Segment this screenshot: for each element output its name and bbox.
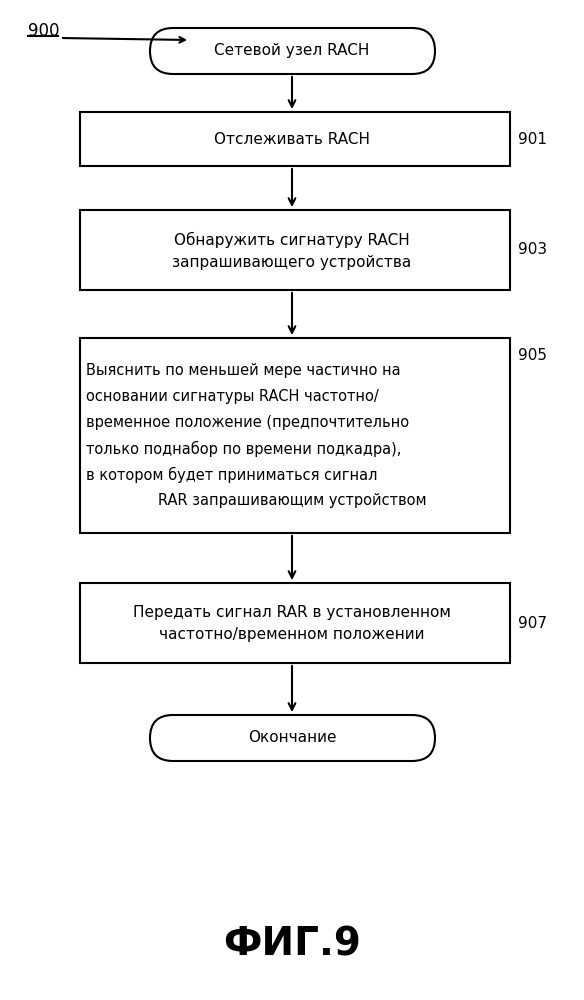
Text: ФИГ.9: ФИГ.9 (223, 926, 361, 964)
FancyBboxPatch shape (80, 210, 510, 290)
Text: Окончание: Окончание (248, 730, 336, 746)
Text: 905: 905 (518, 349, 547, 363)
Text: Обнаружить сигнатуру RACH: Обнаружить сигнатуру RACH (174, 232, 410, 248)
Text: Отслеживать RACH: Отслеживать RACH (214, 131, 370, 146)
Text: 900: 900 (28, 22, 60, 40)
Text: только поднабор по времени подкадра),: только поднабор по времени подкадра), (86, 440, 401, 457)
FancyBboxPatch shape (80, 338, 510, 533)
Text: Выяснить по меньшей мере частично на: Выяснить по меньшей мере частично на (86, 363, 401, 378)
Text: RAR запрашивающим устройством: RAR запрашивающим устройством (158, 493, 426, 508)
Text: 903: 903 (518, 242, 547, 257)
Text: 907: 907 (518, 615, 547, 631)
Text: временное положение (предпочтительно: временное положение (предпочтительно (86, 415, 409, 430)
Text: 901: 901 (518, 131, 547, 146)
Text: запрашивающего устройства: запрашивающего устройства (172, 254, 412, 269)
FancyBboxPatch shape (150, 28, 435, 74)
FancyBboxPatch shape (150, 715, 435, 761)
Text: основании сигнатуры RACH частотно/: основании сигнатуры RACH частотно/ (86, 389, 379, 404)
Text: частотно/временном положении: частотно/временном положении (159, 628, 425, 643)
FancyBboxPatch shape (80, 583, 510, 663)
FancyBboxPatch shape (80, 112, 510, 166)
Text: Сетевой узел RACH: Сетевой узел RACH (214, 43, 370, 58)
Text: Передать сигнал RAR в установленном: Передать сигнал RAR в установленном (133, 605, 451, 620)
Text: в котором будет приниматься сигнал: в котором будет приниматься сигнал (86, 466, 377, 483)
